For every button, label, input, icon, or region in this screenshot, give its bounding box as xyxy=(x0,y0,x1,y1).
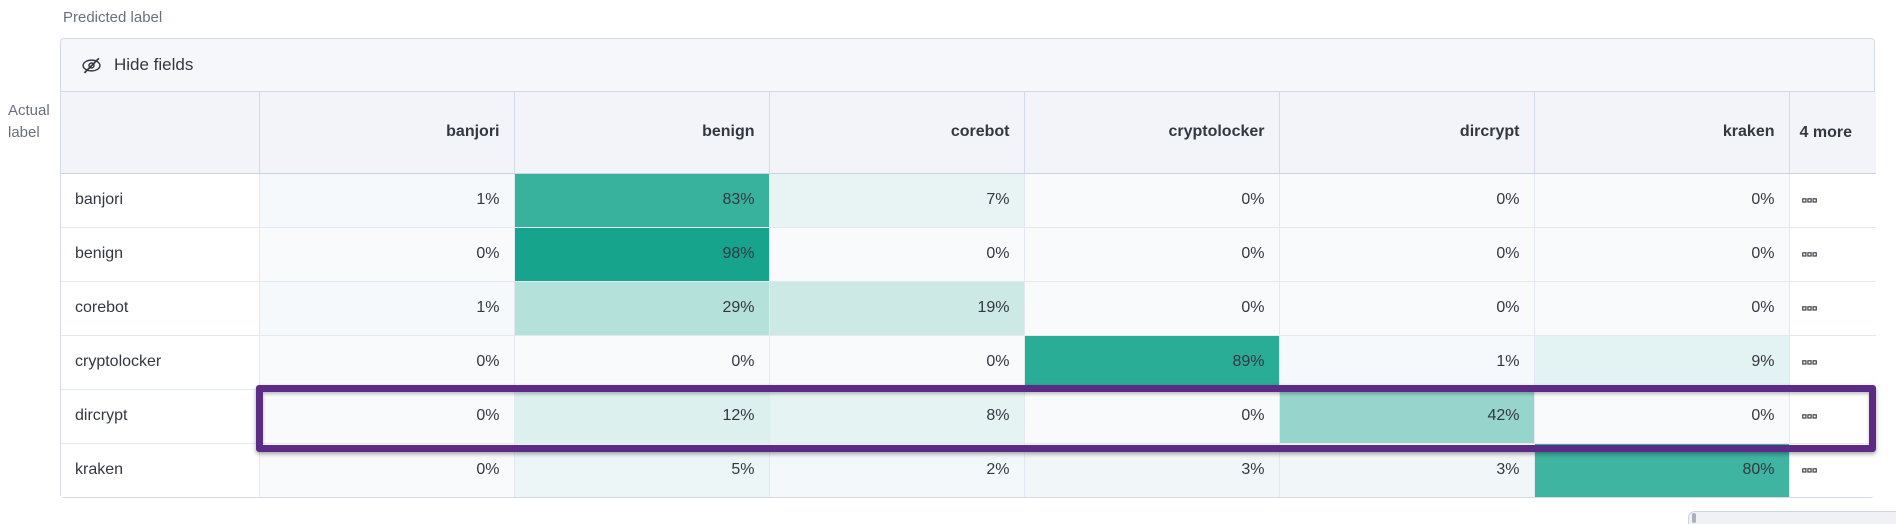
matrix-cell: 0% xyxy=(1023,226,1279,281)
matrix-cell: 19% xyxy=(768,280,1024,335)
row-more-actions-button[interactable] xyxy=(1788,442,1876,497)
column-header-corebot[interactable]: corebot xyxy=(768,92,1024,174)
matrix-cell: 0% xyxy=(768,334,1024,389)
row-more-actions-button[interactable] xyxy=(1788,226,1876,281)
confusion-matrix-grid: Hide fields banjori benign corebot crypt… xyxy=(60,38,1876,498)
matrix-cell: 89% xyxy=(1023,334,1279,389)
row-label-column-header xyxy=(61,92,259,174)
column-header-kraken[interactable]: kraken xyxy=(1533,92,1789,174)
matrix-cell: 0% xyxy=(768,226,1024,281)
matrix-cell: 0% xyxy=(1023,280,1279,335)
matrix-cell: 0% xyxy=(258,334,514,389)
matrix-cell: 80% xyxy=(1533,442,1789,497)
matrix-cell: 0% xyxy=(258,388,514,443)
matrix-cell: 0% xyxy=(1533,280,1789,335)
table-row-kraken: kraken 0% 5% 2% 3% 3% 80% xyxy=(61,442,1876,497)
confusion-matrix-table: banjori benign corebot cryptolocker dirc… xyxy=(61,92,1876,497)
matrix-cell: 0% xyxy=(1533,388,1789,443)
hide-fields-button[interactable]: Hide fields xyxy=(61,39,1874,92)
row-more-actions-button[interactable] xyxy=(1788,280,1876,335)
table-row-corebot: corebot 1% 29% 19% 0% 0% 0% xyxy=(61,280,1876,335)
row-label: corebot xyxy=(61,280,259,335)
matrix-cell: 1% xyxy=(258,173,514,227)
matrix-cell: 3% xyxy=(1278,442,1534,497)
row-label: dircrypt xyxy=(61,388,259,443)
matrix-cell: 0% xyxy=(1278,173,1534,227)
horizontal-scrollbar[interactable] xyxy=(1688,511,1896,524)
eye-closed-icon xyxy=(81,55,102,76)
table-row-benign: benign 0% 98% 0% 0% 0% 0% xyxy=(61,226,1876,281)
actual-label-axis-title: Actual label xyxy=(8,102,50,141)
matrix-cell: 29% xyxy=(513,280,769,335)
table-row-banjori: banjori 1% 83% 7% 0% 0% 0% xyxy=(61,173,1876,227)
matrix-cell: 0% xyxy=(1023,173,1279,227)
row-label: cryptolocker xyxy=(61,334,259,389)
column-header-cryptolocker[interactable]: cryptolocker xyxy=(1023,92,1279,174)
matrix-cell: 5% xyxy=(513,442,769,497)
matrix-cell: 0% xyxy=(1278,280,1534,335)
column-header-row: banjori benign corebot cryptolocker dirc… xyxy=(61,92,1876,174)
table-row-cryptolocker: cryptolocker 0% 0% 0% 89% 1% 9% xyxy=(61,334,1876,389)
matrix-cell: 0% xyxy=(258,226,514,281)
matrix-cell: 0% xyxy=(1533,173,1789,227)
row-label: benign xyxy=(61,226,259,281)
matrix-cell: 0% xyxy=(1533,226,1789,281)
matrix-cell: 98% xyxy=(513,226,769,281)
matrix-cell: 3% xyxy=(1023,442,1279,497)
column-header-banjori[interactable]: banjori xyxy=(258,92,514,174)
table-row-dircrypt: dircrypt 0% 12% 8% 0% 42% 0% xyxy=(61,388,1876,443)
matrix-cell: 0% xyxy=(1023,388,1279,443)
column-header-dircrypt[interactable]: dircrypt xyxy=(1278,92,1534,174)
matrix-cell: 0% xyxy=(1278,226,1534,281)
matrix-cell: 42% xyxy=(1278,388,1534,443)
row-label: kraken xyxy=(61,442,259,497)
matrix-cell: 0% xyxy=(258,442,514,497)
matrix-cell: 1% xyxy=(1278,334,1534,389)
boxes-horizontal-icon xyxy=(1801,301,1863,316)
matrix-cell: 9% xyxy=(1533,334,1789,389)
matrix-cell: 2% xyxy=(768,442,1024,497)
row-more-actions-button[interactable] xyxy=(1788,388,1876,443)
column-header-benign[interactable]: benign xyxy=(513,92,769,174)
predicted-label-axis-title: Predicted label xyxy=(63,9,163,26)
boxes-horizontal-icon xyxy=(1801,409,1863,424)
matrix-cell: 12% xyxy=(513,388,769,443)
boxes-horizontal-icon xyxy=(1801,355,1863,370)
boxes-horizontal-icon xyxy=(1801,193,1863,208)
hide-fields-label: Hide fields xyxy=(114,55,194,74)
more-columns-header[interactable]: 4 more xyxy=(1788,92,1876,174)
matrix-cell: 1% xyxy=(258,280,514,335)
row-more-actions-button[interactable] xyxy=(1788,173,1876,227)
boxes-horizontal-icon xyxy=(1801,247,1863,262)
matrix-cell: 7% xyxy=(768,173,1024,227)
boxes-horizontal-icon xyxy=(1801,463,1863,478)
row-more-actions-button[interactable] xyxy=(1788,334,1876,389)
scrollbar-thumb-edge xyxy=(1692,513,1696,523)
row-label: banjori xyxy=(61,173,259,227)
matrix-cell: 0% xyxy=(513,334,769,389)
matrix-cell: 8% xyxy=(768,388,1024,443)
matrix-cell: 83% xyxy=(513,173,769,227)
